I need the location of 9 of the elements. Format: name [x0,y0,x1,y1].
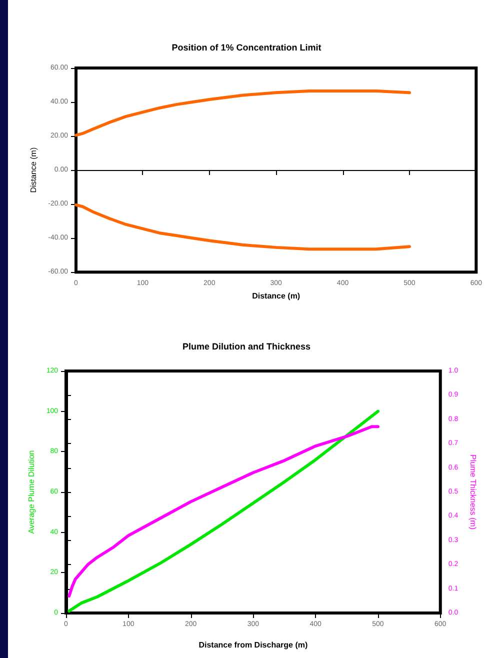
chart-title: Position of 1% Concentration Limit [172,42,322,52]
x-axis-title: Distance from Discharge (m) [198,640,308,650]
chart-title: Plume Dilution and Thickness [182,342,311,352]
line-series [74,203,411,251]
line-series [74,89,411,137]
y2-axis-title: Plume Thickness (m) [468,454,478,530]
x-axis-title: Distance (m) [252,292,300,300]
y-axis-title: Distance (m) [28,147,38,193]
y-axis-title: Average Plume Dilution [26,450,36,534]
